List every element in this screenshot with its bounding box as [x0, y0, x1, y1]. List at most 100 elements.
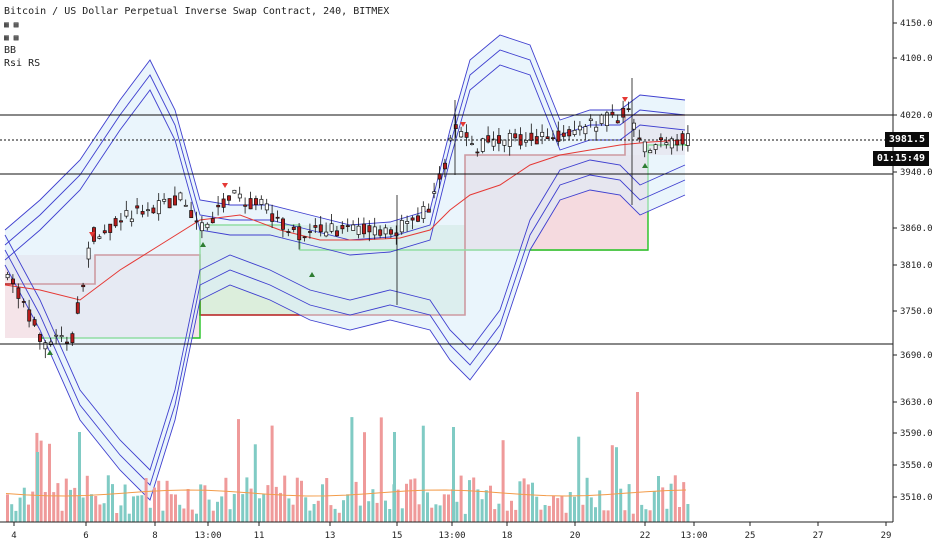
y-tick-label: 3750.0 [900, 307, 932, 317]
bb-line-5 [4, 159, 686, 471]
candle-body [453, 124, 458, 130]
volume-bar [346, 494, 350, 522]
volume-bar [241, 494, 245, 522]
volume-bar [539, 509, 543, 522]
indicator-bb[interactable]: BB [4, 45, 17, 56]
candle-body [421, 206, 426, 219]
volume-bar [316, 500, 320, 522]
candle-body [383, 227, 388, 235]
volume-ma-line [5, 489, 687, 497]
volume-bar [526, 484, 530, 522]
volume-bar [426, 492, 429, 522]
candle-body [16, 287, 21, 299]
buy-marker [642, 163, 648, 168]
candle-body [102, 230, 107, 234]
candle-body [497, 135, 501, 144]
candle-body [372, 226, 377, 236]
candle-body [248, 198, 253, 210]
volume-bar [367, 501, 371, 522]
volume-bar [531, 482, 534, 522]
y-tick-label: 3510.0 [900, 493, 932, 503]
x-tick-label: 13:00 [194, 531, 221, 541]
volume-bar [452, 427, 455, 522]
y-tick-label: 4100.0 [900, 54, 932, 64]
candle-body [140, 211, 145, 215]
volume-bar [81, 497, 85, 522]
volume-bar [552, 495, 555, 522]
candle-body [308, 231, 312, 233]
band-fill [5, 35, 685, 500]
volume-bar [568, 492, 572, 522]
volume-bar [421, 425, 425, 522]
candle-body [475, 151, 480, 154]
candle-body [567, 129, 572, 137]
volume-bar [102, 503, 106, 522]
volume-bar [211, 510, 215, 522]
volume-bar [627, 484, 631, 522]
y-tick-label: 3630.0 [900, 398, 932, 408]
candle-body [302, 236, 307, 239]
candle-body [578, 125, 582, 131]
volume-bar [325, 478, 329, 522]
candle-body [480, 138, 485, 152]
legend-icons: ▦ ▦ ▦ ▦ [4, 20, 19, 42]
volume-bar [686, 504, 690, 522]
candle-body [329, 223, 334, 232]
volume-bar [442, 494, 446, 522]
volume-bar [661, 487, 665, 522]
x-tick-label: 13:00 [680, 531, 707, 541]
candle-body [194, 220, 199, 223]
volume-bar [94, 496, 98, 522]
volume-bar [22, 487, 26, 522]
candle-body [513, 133, 518, 139]
candle-body [459, 131, 464, 138]
volume-bar [216, 501, 219, 522]
candle-body [637, 137, 642, 140]
candle-body [432, 191, 437, 194]
candle-body [38, 334, 42, 342]
volume-bar [321, 484, 324, 522]
candle-body [216, 204, 221, 208]
candle-body [356, 225, 361, 235]
x-tick-label: 15 [392, 531, 403, 541]
candle-body [626, 108, 631, 111]
volume-bar [10, 504, 14, 522]
volume-bar [279, 492, 282, 522]
volume-bar [111, 484, 114, 522]
volume-bar [396, 489, 400, 522]
candle-body [183, 204, 188, 207]
candle-body [318, 224, 323, 233]
volume-bar [52, 492, 56, 522]
bb-basis-line [4, 139, 686, 301]
candle-body [524, 140, 528, 143]
volume-bar [400, 508, 404, 522]
candle-body [135, 205, 140, 209]
volume-bar [484, 490, 488, 522]
volume-bar [501, 440, 505, 522]
volume-bar [195, 513, 198, 522]
volume-bar [85, 475, 89, 522]
volume-bar [161, 510, 165, 522]
volume-bar [27, 504, 30, 522]
candle-body [426, 208, 431, 213]
volume-bar [249, 488, 253, 522]
volume-bar [665, 508, 669, 522]
volume-bar [127, 513, 131, 522]
volume-bar [69, 489, 72, 522]
indicator-rsi[interactable]: Rsi RS [4, 58, 41, 69]
volume-bar [237, 419, 240, 522]
volume-bar [602, 510, 606, 522]
volume-bar [363, 432, 366, 522]
candle-body [464, 132, 469, 138]
candle-body [443, 162, 447, 170]
y-tick-label: 4020.0 [900, 111, 932, 121]
volume-bar [333, 508, 337, 522]
volume-bar [295, 477, 299, 522]
volume-bar [190, 509, 194, 522]
candle-body [173, 195, 177, 206]
volume-bar [673, 475, 677, 522]
volume-bar [434, 504, 438, 522]
candle-body [594, 126, 599, 132]
sell-marker [622, 97, 628, 102]
